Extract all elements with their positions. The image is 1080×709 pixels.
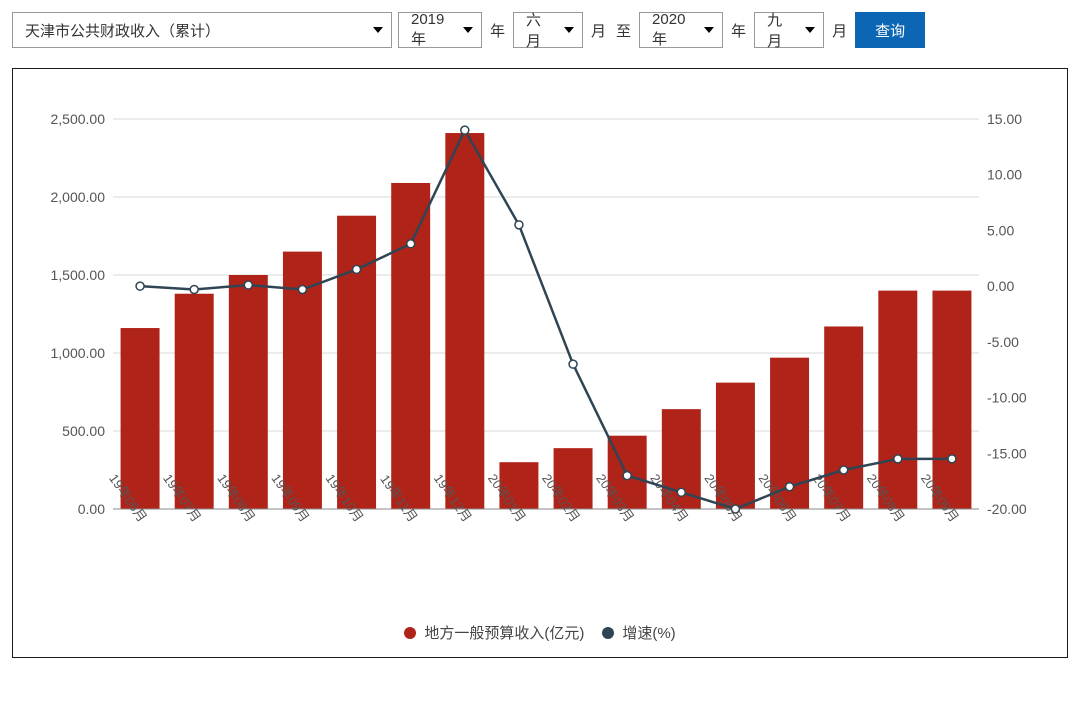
unit-month-label: 月 (589, 20, 608, 41)
svg-text:1,500.00: 1,500.00 (51, 267, 106, 283)
chart-legend: 地方一般预算收入(亿元) 增速(%) (33, 622, 1047, 643)
svg-text:10.00: 10.00 (987, 167, 1022, 183)
range-to-label: 至 (614, 20, 633, 41)
svg-text:2,500.00: 2,500.00 (51, 111, 106, 127)
legend-item-bar[interactable]: 地方一般预算收入(亿元) (404, 622, 584, 643)
month-from-value: 六月 (526, 9, 554, 51)
svg-text:15.00: 15.00 (987, 111, 1022, 127)
caret-down-icon (373, 27, 383, 33)
svg-text:0.00: 0.00 (987, 278, 1014, 294)
caret-down-icon (805, 27, 815, 33)
svg-text:1,000.00: 1,000.00 (51, 345, 106, 361)
dataset-select[interactable]: 天津市公共财政收入（累计） (12, 12, 392, 48)
svg-text:-5.00: -5.00 (987, 334, 1019, 350)
month-to-value: 九月 (767, 9, 795, 51)
legend-swatch-line (602, 627, 614, 639)
chart-frame: 0.00 500.00 1,000.00 1,500.00 2,000.00 2,500.… (12, 68, 1068, 658)
month-from-select[interactable]: 六月 (513, 12, 583, 48)
unit-year-label: 年 (488, 20, 507, 41)
caret-down-icon (463, 27, 473, 33)
svg-text:-10.00: -10.00 (987, 390, 1027, 406)
year-from-select[interactable]: 2019年 (398, 12, 482, 48)
bar (175, 294, 214, 509)
legend-label-line: 增速(%) (622, 622, 675, 643)
unit-month-label-2: 月 (830, 20, 849, 41)
legend-item-line[interactable]: 增速(%) (602, 622, 675, 643)
svg-text:2,000.00: 2,000.00 (51, 189, 106, 205)
legend-label-bar: 地方一般预算收入(亿元) (424, 622, 584, 643)
caret-down-icon (564, 27, 574, 33)
dataset-select-value: 天津市公共财政收入（累计） (25, 20, 220, 41)
svg-text:5.00: 5.00 (987, 222, 1014, 238)
bar (391, 183, 430, 509)
bar (337, 216, 376, 509)
year-from-value: 2019年 (411, 11, 453, 49)
bar (445, 133, 484, 509)
combo-chart: 0.00 500.00 1,000.00 1,500.00 2,000.00 2,500.… (33, 109, 1049, 599)
query-button-label: 查询 (875, 20, 905, 41)
year-to-select[interactable]: 2020年 (639, 12, 723, 48)
month-to-select[interactable]: 九月 (754, 12, 824, 48)
svg-text:-20.00: -20.00 (987, 501, 1027, 517)
unit-year-label-2: 年 (729, 20, 748, 41)
legend-swatch-bar (404, 627, 416, 639)
bar (229, 275, 268, 509)
filter-controls: 天津市公共财政收入（累计） 2019年 年 六月 月 至 2020年 年 九月 … (12, 12, 1068, 48)
bar (932, 291, 971, 509)
svg-text:-15.00: -15.00 (987, 445, 1027, 461)
bar (878, 291, 917, 509)
svg-text:500.00: 500.00 (62, 423, 105, 439)
caret-down-icon (704, 27, 714, 33)
year-to-value: 2020年 (652, 11, 694, 49)
query-button[interactable]: 查询 (855, 12, 925, 48)
svg-text:0.00: 0.00 (78, 501, 105, 517)
